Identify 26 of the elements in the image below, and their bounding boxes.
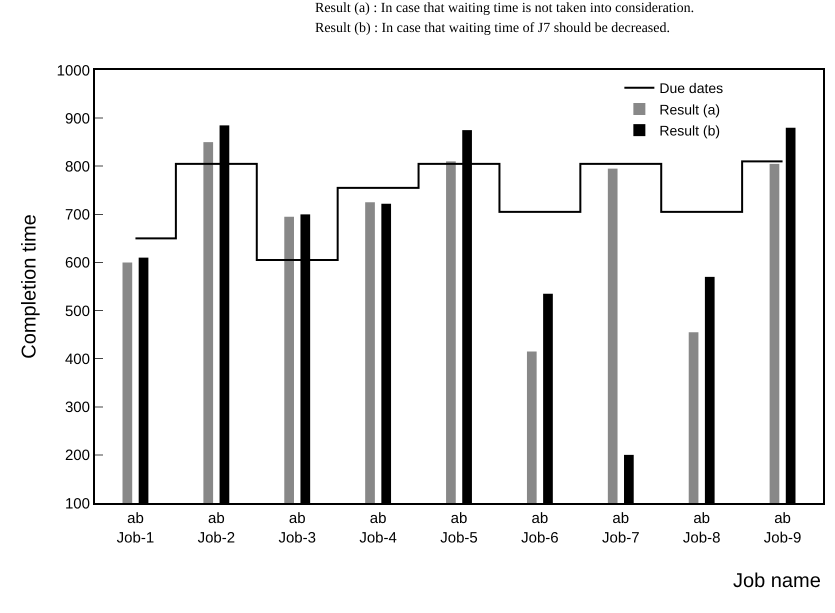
y-tick-label: 300: [64, 399, 90, 416]
x-tick-label: ab Job-7: [602, 510, 640, 546]
y-axis-title: Completion time: [18, 214, 41, 359]
x-tick-label: ab Job-1: [116, 510, 154, 546]
y-tick-label: 700: [64, 206, 90, 224]
text: Result (a) : In case that waiting time is not taken into consideration.: [315, 1, 694, 16]
x-tick-label: ab Job-3: [278, 510, 316, 546]
y-tick-label: 500: [64, 302, 90, 320]
y-tick-label: 100: [64, 495, 90, 512]
legend-label: Due dates: [659, 80, 724, 96]
x-tick-label: ab Job-6: [521, 510, 559, 546]
y-tick-label: 800: [64, 158, 90, 176]
x-axis-title: Job name: [733, 570, 821, 592]
legend-label: Result (b): [659, 122, 720, 139]
text: Result (b) : In case that waiting time of J7 should be decreased.: [315, 21, 670, 36]
x-tick-label: ab Job-9: [764, 510, 802, 546]
y-tick-label: 1000: [56, 62, 90, 80]
y-tick-label: 400: [64, 350, 90, 368]
x-tick-label: ab Job-4: [359, 510, 397, 546]
y-tick-label: 600: [64, 254, 90, 272]
x-tick-label: ab Job-8: [682, 510, 720, 546]
x-tick-label: ab Job-5: [440, 510, 478, 546]
y-tick-label: 200: [64, 447, 90, 464]
legend-label: Result (a): [659, 101, 720, 118]
y-tick-label: 900: [64, 110, 90, 128]
x-tick-label: ab Job-2: [198, 510, 236, 546]
